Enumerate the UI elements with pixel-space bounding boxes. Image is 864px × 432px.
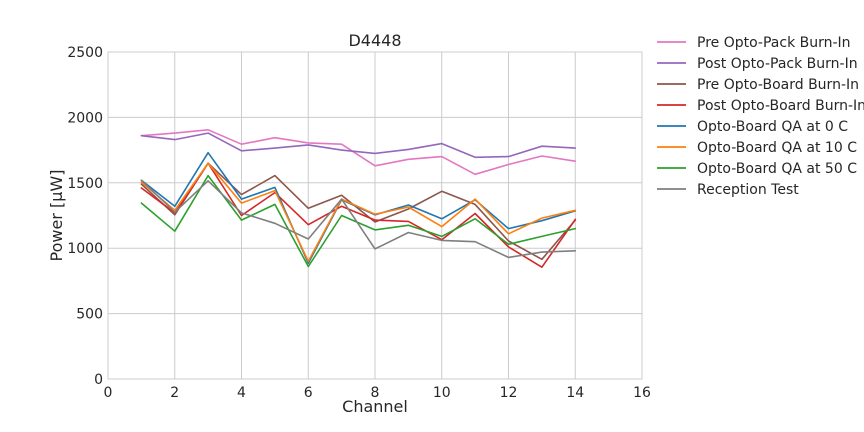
x-tick-label: 6 bbox=[304, 385, 313, 401]
legend-item: Post Opto-Pack Burn-In bbox=[657, 56, 858, 72]
series-line-5 bbox=[140, 151, 577, 265]
legend-label: Opto-Board QA at 50 C bbox=[697, 161, 857, 177]
y-tick-label: 2500 bbox=[67, 45, 103, 61]
x-axis-label: Channel bbox=[342, 397, 408, 416]
legend-label: Post Opto-Pack Burn-In bbox=[697, 56, 858, 72]
legend-item: Opto-Board QA at 0 C bbox=[657, 119, 848, 135]
legend-label: Pre Opto-Pack Burn-In bbox=[697, 35, 851, 51]
x-tick-label: 4 bbox=[237, 385, 246, 401]
x-tick-label: 14 bbox=[566, 385, 584, 401]
x-tick-label: 12 bbox=[500, 385, 518, 401]
y-tick-label: 500 bbox=[76, 307, 103, 323]
series-line-4 bbox=[140, 162, 577, 269]
series-line-3 bbox=[140, 162, 577, 261]
series-line-1 bbox=[140, 129, 577, 176]
legend-label: Opto-Board QA at 10 C bbox=[697, 140, 857, 156]
legend-item: Opto-Board QA at 10 C bbox=[657, 140, 857, 156]
y-tick-label: 2000 bbox=[67, 110, 103, 126]
legend-item: Opto-Board QA at 50 C bbox=[657, 161, 857, 177]
tick-labels: 0 2 4 6 8 10 12 14 16 0 500 1000 1500 2000 2500 bbox=[67, 45, 651, 401]
series-line-6 bbox=[140, 162, 577, 263]
y-tick-label: 1500 bbox=[67, 176, 103, 192]
plot-frame bbox=[107, 51, 643, 380]
x-tick-label: 0 bbox=[104, 385, 113, 401]
x-tick-label: 8 bbox=[371, 385, 380, 401]
legend-item: Pre Opto-Pack Burn-In bbox=[657, 35, 851, 51]
y-axis-label: Power [μW] bbox=[47, 170, 66, 262]
legend-label: Post Opto-Board Burn-In bbox=[697, 98, 864, 114]
y-tick-label: 1000 bbox=[67, 241, 103, 257]
x-tick-label: 10 bbox=[433, 385, 451, 401]
legend-item: Reception Test bbox=[657, 182, 799, 198]
legend-label: Pre Opto-Board Burn-In bbox=[697, 77, 859, 93]
chart-title: D4448 bbox=[348, 31, 401, 50]
series-line-2 bbox=[140, 132, 577, 159]
legend: Pre Opto-Pack Burn-In Post Opto-Pack Burn… bbox=[657, 35, 864, 198]
series-line-8 bbox=[140, 179, 577, 259]
legend-item: Post Opto-Board Burn-In bbox=[657, 98, 864, 114]
series-line-7 bbox=[140, 174, 577, 268]
legend-label: Opto-Board QA at 0 C bbox=[697, 119, 848, 135]
series-lines bbox=[140, 129, 577, 269]
legend-item: Pre Opto-Board Burn-In bbox=[657, 77, 859, 93]
y-tick-label: 0 bbox=[94, 372, 103, 388]
legend-label: Reception Test bbox=[697, 182, 799, 198]
x-tick-label: 2 bbox=[170, 385, 179, 401]
x-tick-label: 16 bbox=[633, 385, 651, 401]
